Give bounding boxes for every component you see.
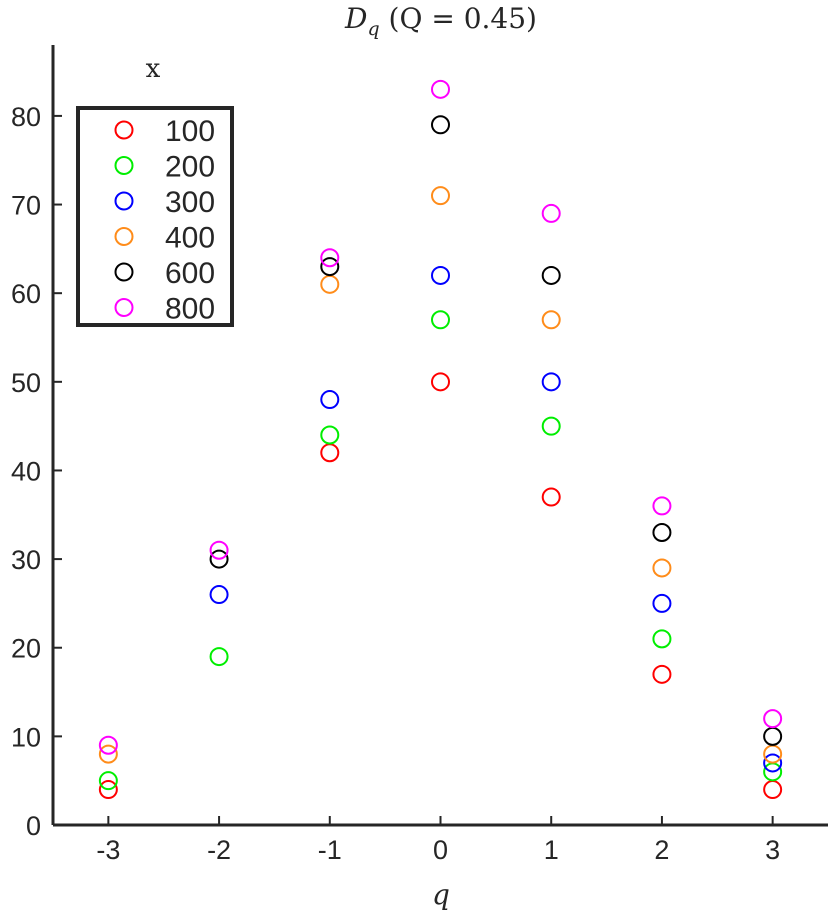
legend-marker — [114, 120, 134, 140]
data-point — [320, 274, 340, 294]
legend-marker — [114, 156, 134, 175]
data-point — [431, 310, 450, 330]
data-point — [652, 558, 672, 578]
data-point — [763, 780, 783, 800]
x-tick-label: 1 — [544, 835, 559, 865]
x-axis-label: q — [432, 878, 450, 911]
x-tick-label: 3 — [765, 835, 780, 865]
data-point — [320, 425, 340, 445]
data-point — [652, 496, 672, 516]
data-point — [431, 79, 450, 99]
legend-item: 300 — [114, 186, 215, 219]
data-point — [431, 115, 450, 135]
legend-label: 400 — [165, 222, 215, 255]
legend-label: 300 — [165, 186, 215, 219]
data-point — [320, 257, 340, 277]
data-point — [209, 540, 229, 560]
chart-title: Dq (Q = 0.45) — [344, 2, 537, 40]
data-point — [652, 629, 672, 649]
legend-item: 100 — [114, 115, 215, 148]
legend-marker — [114, 298, 134, 317]
data-point — [541, 372, 561, 392]
data-point — [320, 390, 340, 410]
legend-marker — [114, 227, 134, 246]
data-point — [431, 186, 450, 206]
data-point — [209, 585, 229, 605]
y-tick-label: 80 — [11, 102, 41, 132]
y-tick-label: 10 — [11, 722, 41, 752]
chart-title-subscript: q — [367, 18, 379, 40]
legend-marker — [114, 262, 134, 282]
x-tick-label: -2 — [207, 835, 231, 865]
data-point — [431, 265, 450, 285]
data-point — [320, 248, 340, 268]
legend-item: 200 — [114, 151, 215, 184]
y-tick-label: 50 — [11, 368, 41, 398]
y-tick-label: 0 — [26, 811, 41, 841]
data-point — [320, 443, 340, 463]
series-300 — [209, 265, 783, 773]
data-points — [98, 79, 783, 800]
data-point — [541, 487, 561, 507]
legend-label: 200 — [165, 151, 215, 184]
x-tick-label: 0 — [433, 835, 448, 865]
legend-box — [76, 106, 234, 327]
legend-item: 600 — [114, 257, 215, 290]
series-200 — [98, 310, 783, 791]
data-point — [763, 726, 783, 746]
legend-marker — [114, 191, 134, 211]
chart-title-rest: (Q = 0.45) — [380, 2, 537, 35]
y-tick-label: 30 — [11, 545, 41, 575]
data-point — [652, 593, 672, 613]
data-point — [209, 549, 229, 569]
data-point — [431, 372, 450, 392]
y-tick-label: 40 — [11, 456, 41, 486]
legend-title: x — [146, 54, 161, 84]
x-tick-label: -1 — [318, 835, 342, 865]
data-point — [541, 310, 561, 330]
data-point — [763, 753, 783, 773]
data-point — [541, 416, 561, 436]
legend-label: 100 — [165, 115, 215, 148]
data-point — [652, 523, 672, 542]
y-tick-label: 20 — [11, 634, 41, 664]
data-point — [541, 265, 561, 285]
legend-label: 600 — [165, 257, 215, 290]
y-tick-label: 60 — [11, 279, 41, 309]
legend-label: 800 — [165, 293, 215, 326]
y-tick-label: 70 — [11, 191, 41, 221]
data-point — [98, 744, 118, 764]
data-point — [541, 203, 561, 223]
data-point — [98, 771, 118, 791]
legend-item: 800 — [114, 293, 215, 326]
x-tick-label: 2 — [654, 835, 669, 865]
data-point — [98, 735, 118, 755]
data-point — [763, 709, 783, 729]
data-point — [98, 780, 118, 800]
legend-item: 400 — [114, 222, 215, 255]
x-tick-label: -3 — [96, 835, 120, 865]
series-600 — [209, 115, 783, 746]
series-100 — [98, 372, 783, 800]
chart-title-main: D — [344, 2, 367, 35]
series-800 — [98, 79, 783, 755]
data-point — [652, 664, 672, 684]
data-point — [209, 647, 229, 667]
